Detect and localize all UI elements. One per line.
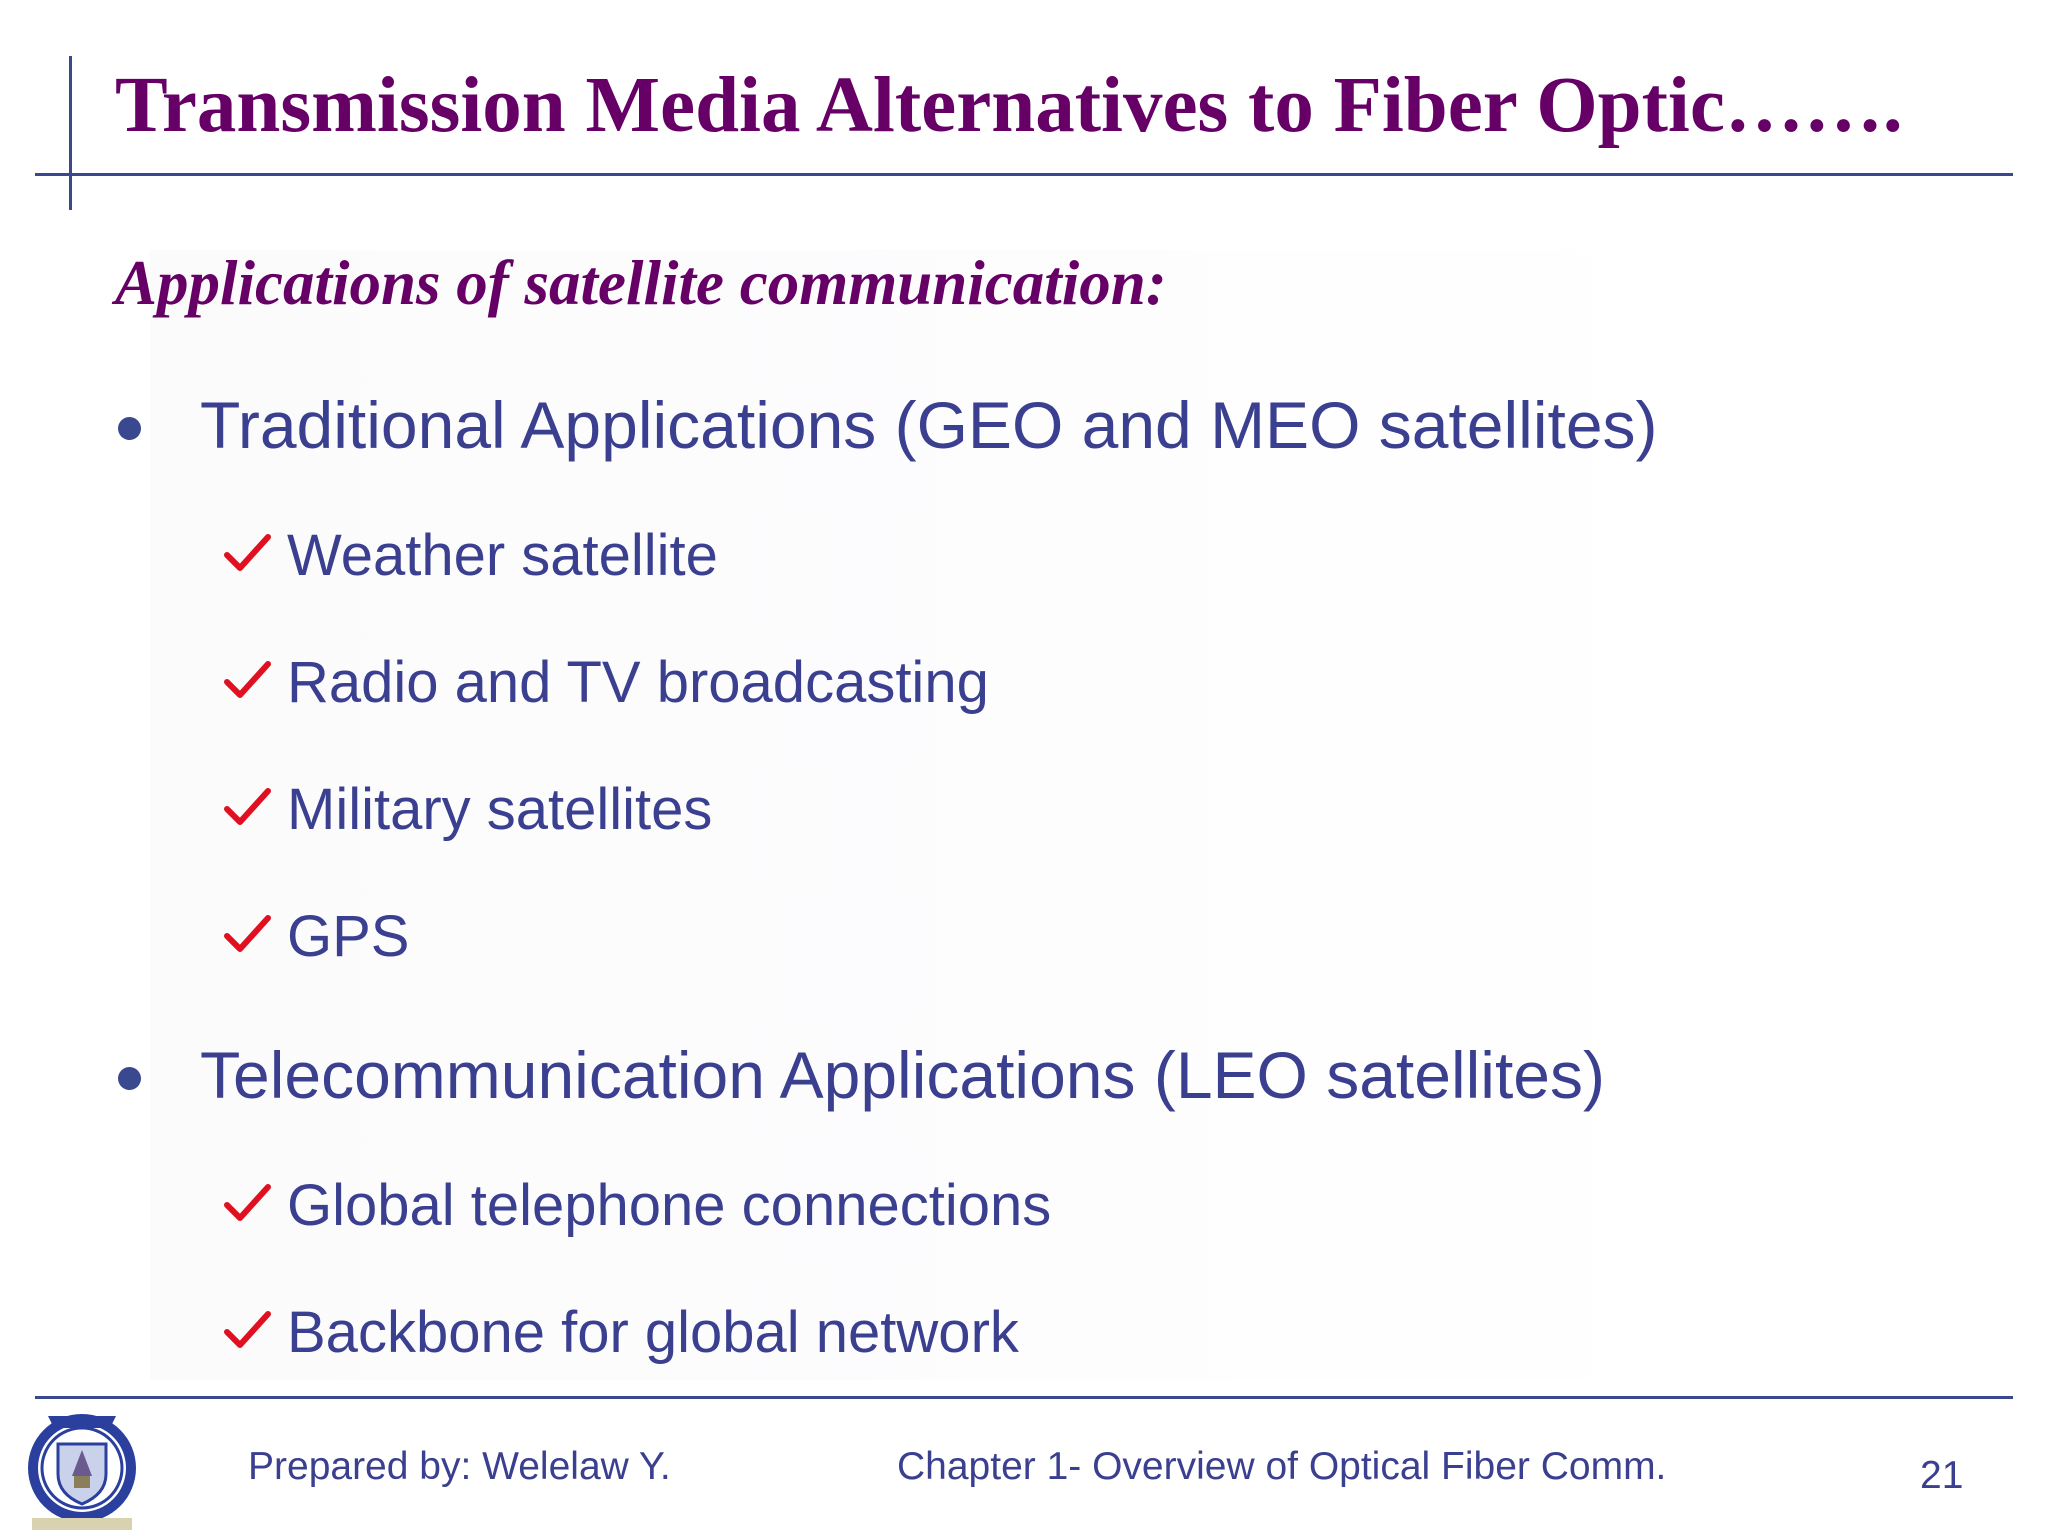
bullet-text: Telecommunication Applications (LEO sate…: [200, 1038, 1605, 1112]
checkmark-icon: [224, 1311, 271, 1348]
checkmark-icon: [224, 661, 271, 698]
checkmark-icon: [224, 915, 271, 952]
footer-author: Prepared by: Welelaw Y.: [248, 1445, 671, 1488]
sub-item-text: Weather satellite: [287, 523, 718, 588]
sub-item-text: Military satellites: [287, 777, 713, 842]
checkmark-icon: [224, 534, 271, 571]
page-number: 21: [1920, 1454, 1964, 1497]
sub-item-text: GPS: [287, 904, 410, 969]
bullet-dot-icon: [118, 1067, 141, 1090]
bullet-text: Traditional Applications (GEO and MEO sa…: [200, 388, 1658, 462]
university-crest-logo: [28, 1414, 136, 1530]
slide-title: Transmission Media Alternatives to Fiber…: [115, 62, 1903, 149]
title-vertical-rule: [69, 56, 72, 210]
sub-item-text: Global telephone connections: [287, 1173, 1052, 1238]
footer-rule: [35, 1396, 2013, 1399]
bullet-dot-icon: [118, 417, 141, 440]
footer-chapter: Chapter 1- Overview of Optical Fiber Com…: [897, 1445, 1667, 1488]
slide-content-area: [150, 250, 1710, 1380]
sub-item-text: Radio and TV broadcasting: [287, 650, 989, 715]
checkmark-icon: [224, 788, 271, 825]
slide-subtitle: Applications of satellite communication:: [115, 248, 1167, 318]
checkmark-icon: [224, 1184, 271, 1221]
sub-item-text: Backbone for global network: [287, 1300, 1019, 1365]
title-underline-rule: [35, 173, 2013, 176]
